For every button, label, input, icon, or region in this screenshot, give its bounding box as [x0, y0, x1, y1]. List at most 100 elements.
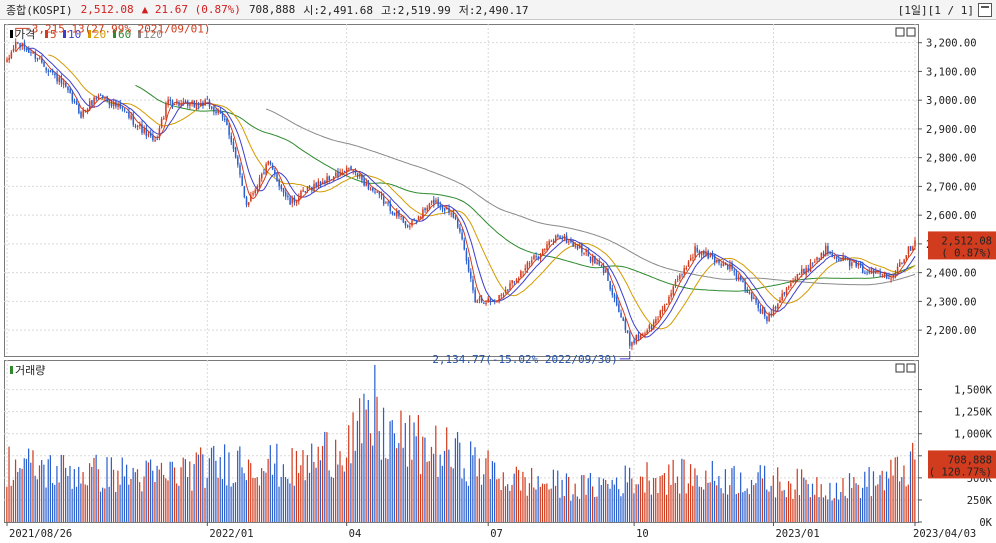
volume-bar — [99, 491, 102, 522]
volume-bar — [302, 450, 304, 522]
date-tick-label: 2023/01 — [775, 528, 819, 540]
volume-bar — [202, 454, 204, 522]
volume-bar — [550, 488, 552, 522]
candle-body — [894, 273, 897, 275]
volume-bar — [315, 467, 317, 522]
volume-bar — [513, 473, 515, 522]
volume-bar — [681, 458, 683, 522]
volume-bar — [332, 477, 335, 522]
candle-body — [67, 86, 69, 91]
volume-bar — [308, 472, 311, 522]
candle-body — [228, 125, 230, 136]
candle-body — [45, 67, 47, 71]
volume-bar — [49, 455, 52, 522]
candle-body — [879, 271, 881, 275]
candle-body — [907, 246, 910, 255]
candle-body — [145, 127, 148, 137]
volume-bar — [522, 471, 524, 522]
volume-bar — [557, 470, 559, 522]
candle-body — [848, 259, 851, 267]
volume-bar — [306, 455, 308, 522]
candle-body — [846, 258, 849, 260]
candle-body — [93, 97, 95, 105]
volume-bar — [912, 442, 914, 522]
candle-body — [291, 198, 294, 204]
volume-bar — [93, 457, 95, 522]
volume-bar — [480, 484, 483, 522]
candle-body — [448, 208, 450, 213]
volume-bar — [14, 459, 17, 522]
volume-bar — [358, 398, 361, 522]
price-panel-border — [4, 24, 919, 357]
candle-body — [861, 264, 864, 273]
candle-body — [496, 300, 498, 302]
candle-body — [71, 92, 74, 102]
candle-body — [128, 111, 130, 118]
volume-bar — [223, 444, 226, 522]
date-tick-label: 2021/08/26 — [9, 528, 72, 540]
candle-body — [903, 259, 905, 263]
candle-body — [844, 255, 847, 259]
candle-body — [271, 165, 274, 170]
volume-bar — [424, 437, 426, 522]
window-toggle-icon[interactable] — [978, 3, 992, 17]
volume-bar — [631, 478, 633, 522]
period-selector[interactable]: [1일][1 / 1] — [897, 4, 974, 17]
volume-bar — [483, 474, 485, 522]
candle-body — [700, 251, 703, 256]
volume-bar — [563, 495, 565, 522]
candle-body — [311, 186, 313, 191]
volume-bar — [848, 473, 851, 522]
candle-body — [417, 216, 420, 220]
candle-body — [851, 262, 853, 266]
volume-bar — [56, 465, 58, 522]
candle-body — [382, 197, 385, 205]
volume-bar — [115, 492, 117, 522]
volume-bar — [531, 467, 533, 522]
volume-bar — [840, 492, 842, 522]
candle-body — [130, 115, 132, 119]
candle-body — [396, 210, 398, 217]
panel-maximize-icon — [895, 27, 905, 37]
candle-body — [450, 213, 452, 215]
volume-bar — [25, 458, 28, 522]
volume-bar — [335, 439, 337, 522]
volume-bar — [104, 488, 106, 522]
candle-body — [666, 304, 668, 306]
candle-body — [75, 101, 78, 105]
candle-body — [330, 179, 333, 181]
volume-bar — [814, 494, 816, 522]
candle-body — [454, 216, 457, 219]
volume-bar — [446, 427, 448, 522]
candle-body — [572, 242, 574, 247]
volume-bar — [110, 457, 112, 522]
volume-bar — [398, 443, 400, 522]
candle-body — [522, 271, 524, 273]
candle-body — [461, 232, 463, 240]
volume-bar — [173, 467, 176, 522]
volume-bar — [165, 478, 167, 522]
candle-body — [173, 103, 176, 105]
volume-bar — [533, 487, 535, 522]
candle-body — [605, 269, 607, 273]
volume-bar — [607, 484, 609, 522]
volume-bar — [149, 459, 152, 522]
volume-bar — [54, 484, 56, 522]
candle-body — [698, 251, 701, 254]
volume-bar — [180, 467, 182, 522]
volume-bar — [666, 494, 668, 522]
price-tick-label: 2,400.00 — [926, 268, 977, 280]
volume-bar — [807, 483, 809, 522]
candle-body — [611, 288, 614, 296]
candle-body — [574, 245, 577, 247]
volume-bar — [234, 482, 237, 522]
volume-bar — [154, 481, 156, 522]
volume-bar — [67, 476, 69, 522]
candle-body — [914, 240, 916, 247]
chart-canvas[interactable]: 3,200.00 3,100.00 3,000.00 2,900.00 2,800.00… — [4, 22, 996, 543]
volume-bar — [609, 488, 611, 522]
candle-body — [491, 300, 494, 302]
candle-body — [21, 43, 24, 47]
volume-bar — [827, 499, 829, 522]
volume-bar — [877, 484, 879, 522]
